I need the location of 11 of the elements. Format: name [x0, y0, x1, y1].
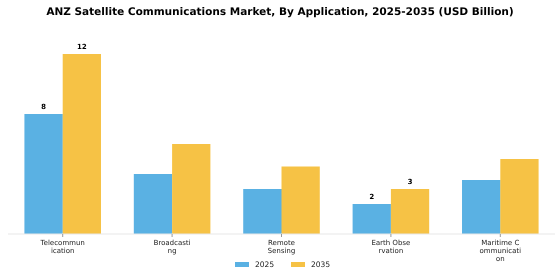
bar: [500, 159, 539, 234]
bar: [462, 180, 500, 234]
bar: [352, 204, 391, 234]
bar: [172, 144, 210, 234]
bar: [243, 189, 282, 234]
bar: [62, 54, 101, 234]
bar: [134, 174, 172, 234]
bar: [282, 166, 320, 234]
bar: [390, 189, 430, 234]
bar: [24, 114, 63, 234]
chart-title: ANZ Satellite Communications Market, By Application, 2025-2035 (USD Billion): [46, 6, 514, 18]
